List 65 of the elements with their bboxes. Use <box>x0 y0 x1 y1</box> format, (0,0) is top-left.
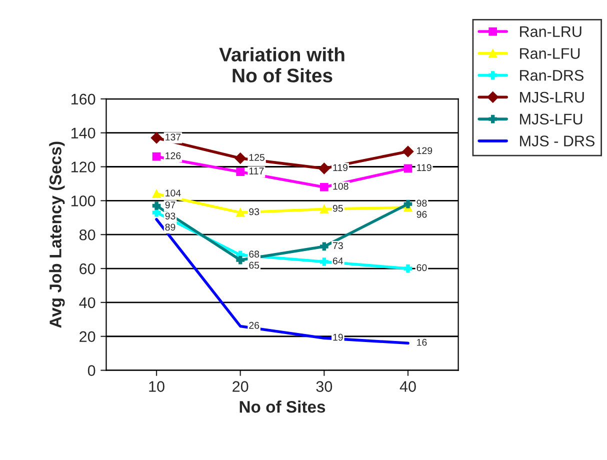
y-tick-label: 40 <box>79 297 96 308</box>
data-label: 93 <box>249 208 260 216</box>
point <box>404 164 412 173</box>
point <box>236 208 245 217</box>
legend-label: MJS - DRS <box>520 136 594 146</box>
y-tick-label: 120 <box>71 162 96 172</box>
y-tick-label: 140 <box>71 128 96 139</box>
point <box>152 190 161 198</box>
x-tick-label: 40 <box>400 381 416 392</box>
data-label: 129 <box>417 147 432 154</box>
point <box>152 152 161 161</box>
point <box>236 168 245 176</box>
x-tick-label: 10 <box>149 381 164 392</box>
point <box>236 256 245 264</box>
point <box>404 264 412 273</box>
data-label: 95 <box>332 204 343 212</box>
point <box>320 242 328 251</box>
point <box>318 162 330 174</box>
y-tick-label: 60 <box>80 263 96 274</box>
data-label: 97 <box>165 201 176 208</box>
data-label: 117 <box>249 168 264 174</box>
data-label: 125 <box>249 154 264 161</box>
data-label: 96 <box>416 210 427 218</box>
data-label: 119 <box>333 164 348 172</box>
point <box>152 202 161 210</box>
y-tick-label: 160 <box>71 94 96 105</box>
legend-label: MJS-LRU <box>520 92 584 103</box>
y-axis-title: Avg Job Latency (Secs) <box>49 142 65 328</box>
data-label: 104 <box>166 190 181 196</box>
data-label: 73 <box>333 242 343 250</box>
y-tick-label: 0 <box>88 365 96 376</box>
legend-label: MJS-LFU <box>520 114 582 125</box>
point <box>404 200 412 208</box>
x-tick-label: 30 <box>316 381 332 392</box>
point <box>150 132 162 144</box>
data-label: 93 <box>165 212 176 220</box>
y-tick-label: 100 <box>71 196 96 206</box>
data-label: 126 <box>166 152 181 160</box>
point <box>320 182 328 192</box>
x-axis-title: No of Sites <box>240 400 326 413</box>
data-label: 26 <box>249 322 260 329</box>
data-label: 68 <box>249 250 260 258</box>
point <box>152 208 161 217</box>
data-label: 16 <box>417 338 427 346</box>
data-label: 19 <box>333 334 343 341</box>
data-label: 108 <box>333 182 348 190</box>
line-series <box>155 218 410 345</box>
chart-title: Variation with No of Sites <box>219 47 344 82</box>
data-label: 89 <box>165 224 176 231</box>
legend-label: Ran-DRS <box>520 70 584 81</box>
data-label: 64 <box>332 257 344 264</box>
data-label: 98 <box>416 200 427 207</box>
data-label: 60 <box>416 264 427 272</box>
point <box>234 152 246 164</box>
point <box>320 258 328 266</box>
point <box>402 146 414 158</box>
point <box>320 204 328 214</box>
legend-label: Ran-LFU <box>520 48 580 59</box>
y-tick-label: 80 <box>79 229 96 240</box>
x-tick-label: 20 <box>232 381 248 392</box>
data-label: 137 <box>166 134 181 141</box>
data-label: 65 <box>249 262 260 269</box>
y-tick-label: 20 <box>80 331 96 342</box>
legend-label: Ran-LRU <box>520 26 582 38</box>
data-label: 119 <box>417 164 432 172</box>
